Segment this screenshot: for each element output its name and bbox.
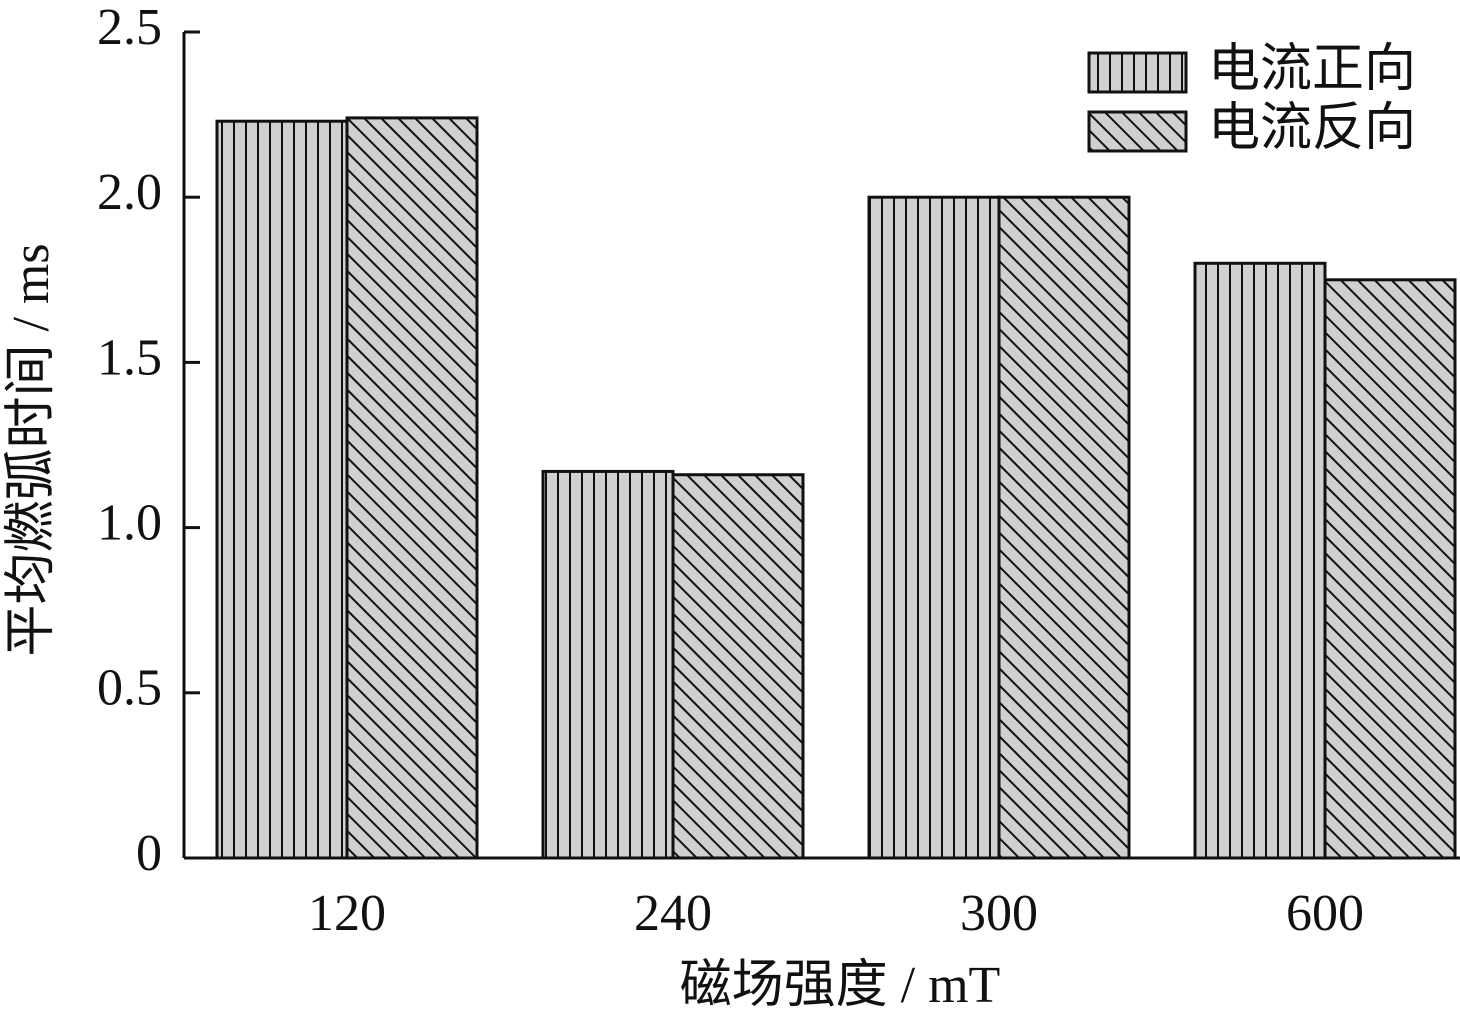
- legend-label: 电流反向: [1208, 100, 1416, 157]
- x-tick-label: 120: [308, 885, 386, 942]
- bar: [345, 116, 479, 860]
- bar: [671, 473, 805, 860]
- x-tick-label: 240: [634, 885, 712, 942]
- y-tick-label: 2.5: [97, 0, 162, 56]
- bar: [215, 119, 349, 860]
- x-axis-title: 磁场强度 / mT: [680, 957, 1001, 1014]
- bar: [997, 195, 1131, 860]
- bar: [867, 195, 1001, 860]
- y-tick-label: 0.5: [97, 660, 162, 717]
- legend-swatch: [1087, 110, 1188, 153]
- bar: [541, 469, 675, 860]
- y-tick-label: 1.5: [97, 329, 162, 386]
- y-tick-label: 0: [136, 825, 162, 882]
- bar: [1323, 278, 1457, 860]
- legend-swatch: [1087, 51, 1188, 94]
- y-tick-label: 1.0: [97, 495, 162, 552]
- bar: [1193, 261, 1327, 860]
- legend-label: 电流正向: [1208, 41, 1416, 98]
- y-tick-label: 2.0: [97, 164, 162, 221]
- x-tick-label: 600: [1286, 885, 1364, 942]
- y-axis-title: 平均燃弧时间 / ms: [3, 243, 60, 656]
- x-tick-label: 300: [960, 885, 1038, 942]
